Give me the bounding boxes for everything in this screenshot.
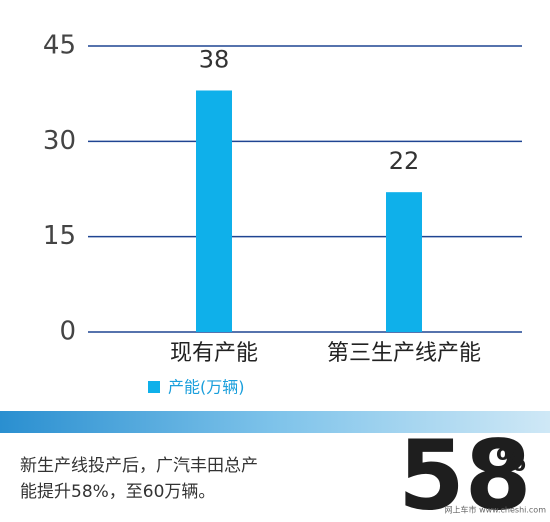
watermark: 网上车市 www.cheshi.com xyxy=(445,505,547,515)
legend-swatch xyxy=(148,381,160,393)
x-tick-label: 现有产能 xyxy=(170,341,258,366)
legend-label: 产能(万辆) xyxy=(168,378,245,397)
y-tick-label: 45 xyxy=(43,31,76,61)
y-tick-label: 30 xyxy=(43,126,76,156)
y-tick-label: 0 xyxy=(59,317,76,347)
big-unit: % xyxy=(496,444,526,479)
x-tick-label: 第三生产线产能 xyxy=(327,341,481,366)
bar xyxy=(196,90,232,332)
value-label: 38 xyxy=(199,45,230,73)
y-tick-label: 15 xyxy=(43,221,76,251)
banner-band xyxy=(0,411,550,433)
footer-text: 能提升58%，至60万辆。 xyxy=(20,482,215,502)
bar xyxy=(386,192,422,332)
footer-text: 新生产线投产后，广汽丰田总产 xyxy=(20,456,258,476)
value-label: 22 xyxy=(389,147,420,175)
big-number: 58 xyxy=(398,419,532,518)
